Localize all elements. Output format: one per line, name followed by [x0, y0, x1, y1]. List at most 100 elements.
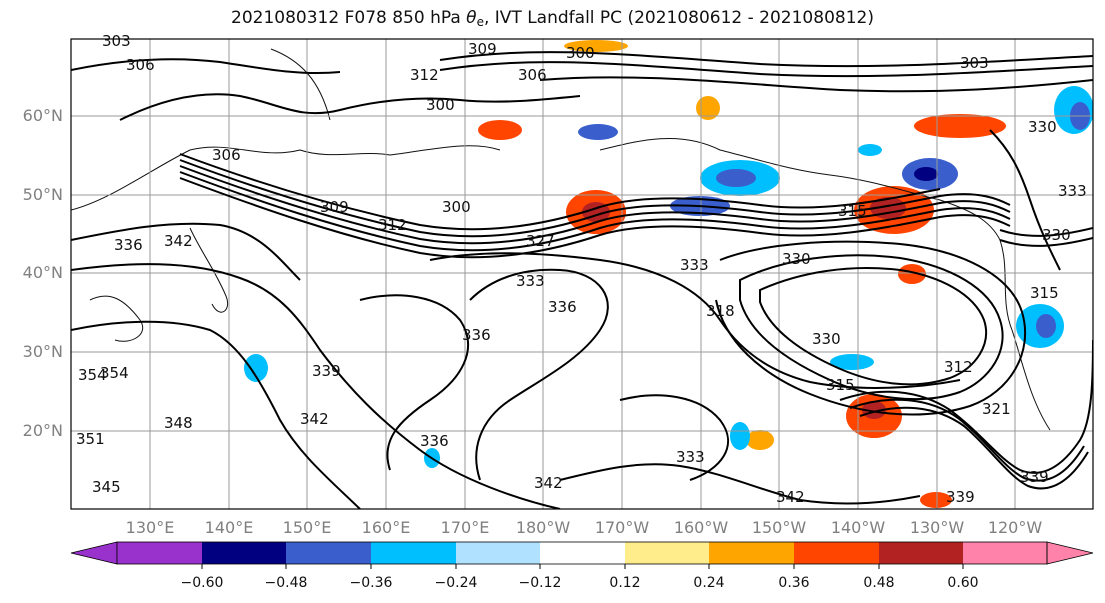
anomaly-fill-patches — [244, 40, 1093, 508]
contour-label: 348 — [164, 414, 193, 432]
negative-anomaly-patch — [830, 354, 874, 370]
contour-label: 336 — [420, 432, 449, 450]
positive-anomaly-patch — [564, 40, 628, 52]
contour-label: 336 — [548, 298, 577, 316]
contour-line — [71, 263, 561, 509]
colorbar-tick-label: −0.60 — [180, 575, 224, 591]
contour-label: 303 — [102, 32, 131, 50]
contour-line — [715, 240, 1027, 416]
negative-anomaly-patch — [858, 144, 882, 156]
colorbar-tick-label: −0.48 — [264, 575, 308, 591]
contour-label: 333 — [1058, 182, 1087, 200]
contour-line — [559, 463, 921, 505]
contour-line — [429, 252, 961, 389]
negative-anomaly-patch — [244, 354, 268, 382]
contour-label: 339 — [946, 488, 975, 506]
contour-line — [71, 58, 341, 75]
colorbar-tick-label: 0.24 — [693, 575, 725, 591]
contour-label: 333 — [676, 448, 705, 466]
contour-label: 306 — [126, 56, 155, 74]
lon-label: 140°W — [830, 518, 886, 537]
contour-label: 312 — [944, 358, 973, 376]
positive-anomaly-patch — [920, 492, 952, 508]
lon-label: 150°E — [282, 518, 332, 537]
contour-label: 315 — [1030, 284, 1059, 302]
contour-line — [989, 129, 1061, 271]
contour-line — [119, 93, 581, 121]
lon-label: 130°E — [125, 518, 175, 537]
contour-line — [179, 165, 1011, 245]
contour-label: 321 — [982, 400, 1011, 418]
contour-label: 342 — [164, 232, 193, 250]
colorbar-tick-label: 0.60 — [947, 575, 979, 591]
negative-anomaly-patch — [578, 124, 618, 140]
lon-label: 120°W — [987, 518, 1043, 537]
colorbar-tick-label: 0.36 — [778, 575, 810, 591]
contour-label: 327 — [526, 232, 555, 250]
contour-label: 330 — [1028, 118, 1057, 136]
contour-line — [999, 227, 1093, 237]
contour-line — [439, 61, 1093, 78]
contour-line — [179, 171, 1011, 252]
contour-label: 354 — [100, 364, 129, 382]
colorbar — [70, 541, 1094, 569]
contour-line — [179, 159, 1011, 238]
contour-label: 312 — [410, 66, 439, 84]
contour-line — [539, 76, 1093, 93]
lat-label: 40°N — [22, 263, 63, 282]
colorbar-extend-low — [70, 541, 118, 565]
contour-line — [469, 268, 609, 481]
positive-anomaly-patch — [696, 96, 720, 120]
contour-label: 303 — [960, 54, 989, 72]
lon-label: 130°W — [909, 518, 965, 537]
positive-anomaly-patch — [746, 430, 774, 450]
contour-label: 330 — [812, 330, 841, 348]
contour-label: 309 — [320, 198, 349, 216]
colorbar-tick-label: −0.12 — [518, 575, 562, 591]
contour-label: 333 — [516, 272, 545, 290]
contour-line — [179, 153, 941, 231]
negative-anomaly-patch — [730, 422, 750, 450]
contour-label: 342 — [300, 410, 329, 428]
contour-label: 339 — [312, 362, 341, 380]
contour-labels: 303 306 309 306 300 312 300 306 300 309 … — [76, 32, 1087, 506]
contour-line — [359, 294, 470, 471]
lon-label: 180°W — [515, 518, 571, 537]
contour-line — [999, 237, 1093, 247]
gridlines — [71, 39, 1093, 509]
contour-line — [739, 254, 1004, 401]
contour-line — [859, 406, 1089, 490]
positive-anomaly-patch — [478, 120, 522, 140]
contour-label: 342 — [776, 488, 805, 506]
lat-label: 30°N — [22, 342, 63, 361]
contour-label: 306 — [518, 66, 547, 84]
positive-anomaly-patch — [914, 114, 1006, 138]
contour-label: 336 — [462, 326, 491, 344]
contour-line — [839, 339, 1093, 474]
contour-label: 318 — [706, 302, 735, 320]
colorbar-extend-high — [1046, 541, 1094, 565]
colorbar-tick-label: −0.24 — [434, 575, 478, 591]
contour-line — [619, 394, 730, 481]
contour-label: 339 — [1020, 468, 1049, 486]
lon-label: 170°W — [594, 518, 650, 537]
colorbar-tick-label: 0.12 — [609, 575, 641, 591]
page-title: 2021080312 F078 850 hPa θe, IVT Landfall… — [231, 8, 874, 29]
contour-line — [71, 320, 361, 509]
map-frame — [70, 38, 1094, 510]
contour-label: 351 — [76, 430, 105, 448]
colorbar-tick-label: −0.36 — [349, 575, 393, 591]
colorbar-tick-label: 0.48 — [863, 575, 895, 591]
theta-e-contours — [71, 51, 1093, 509]
lon-label: 160°E — [361, 518, 411, 537]
contour-label: 330 — [782, 250, 811, 268]
contour-label: 300 — [442, 198, 471, 216]
contour-line — [849, 398, 1085, 482]
lat-label: 20°N — [22, 421, 63, 440]
contour-line — [759, 267, 988, 386]
lat-label: 60°N — [22, 106, 63, 125]
contour-label: 315 — [838, 202, 867, 220]
lon-label: 170°E — [440, 518, 490, 537]
contour-line — [439, 51, 1093, 68]
